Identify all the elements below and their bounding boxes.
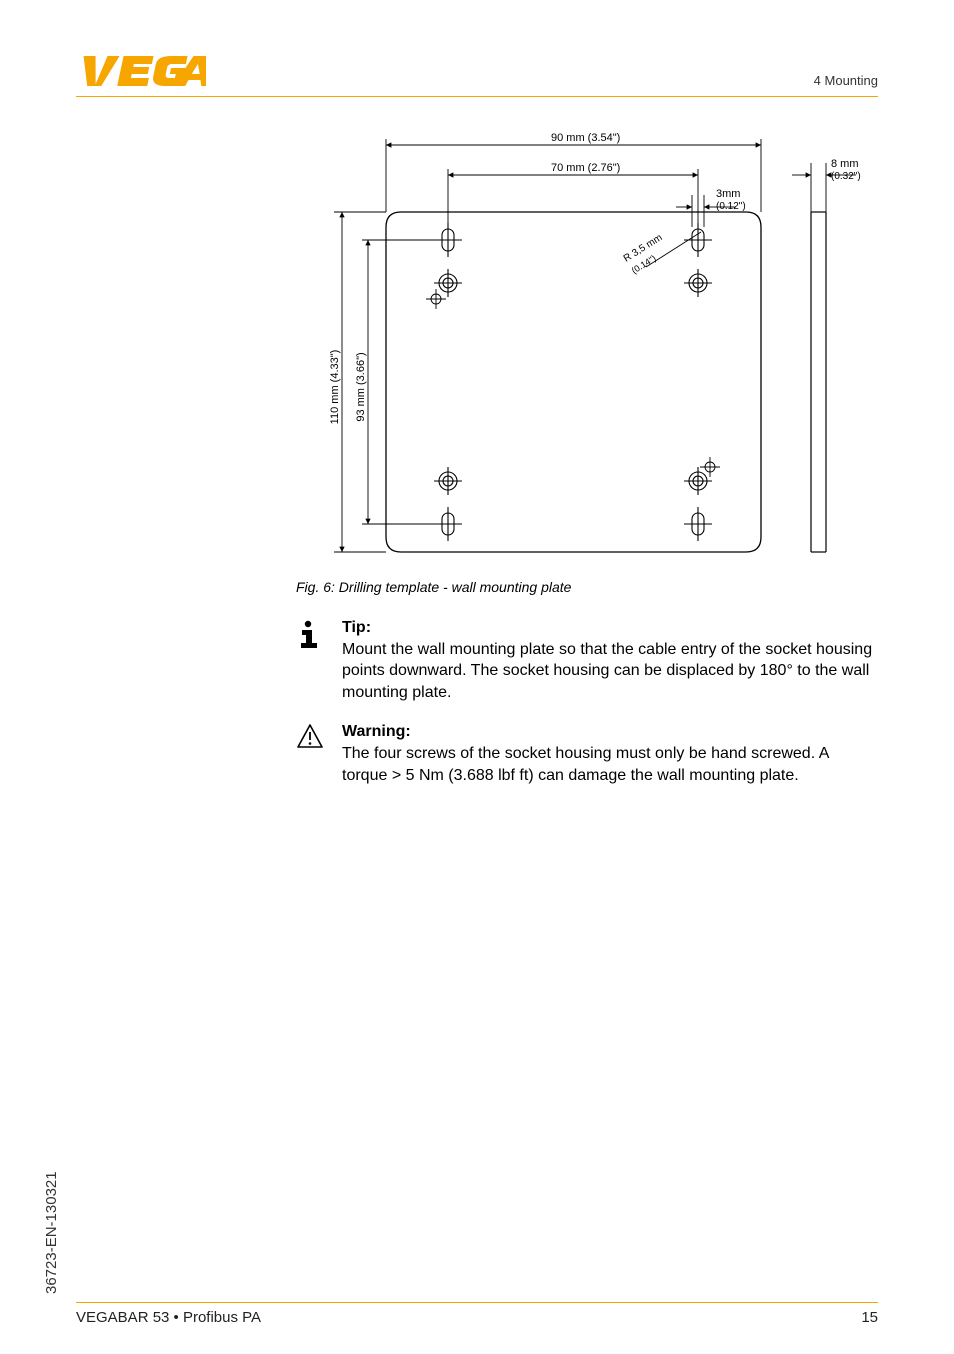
page-footer: VEGABAR 53 • Profibus PA 15 xyxy=(76,1302,878,1326)
info-icon xyxy=(296,617,324,703)
content-area: 90 mm (3.54") 70 mm (2.76") 3mm (0.12") xyxy=(76,97,878,786)
doc-code-vertical: 36723-EN-130321 xyxy=(43,1171,60,1294)
dim-3mm: 3mm xyxy=(716,188,740,200)
drilling-template-figure: 90 mm (3.54") 70 mm (2.76") 3mm (0.12") xyxy=(296,127,864,567)
figure-caption: Fig. 6: Drilling template - wall mountin… xyxy=(296,579,878,595)
dim-8mm-in: (0.32") xyxy=(831,171,861,182)
dim-70mm: 70 mm (2.76") xyxy=(551,162,620,174)
warning-title: Warning: xyxy=(342,723,411,740)
warning-note: Warning: The four screws of the socket h… xyxy=(296,721,878,786)
tip-text: Mount the wall mounting plate so that th… xyxy=(342,641,872,701)
tip-note: Tip: Mount the wall mounting plate so th… xyxy=(296,617,878,703)
tip-body: Tip: Mount the wall mounting plate so th… xyxy=(342,617,878,703)
warning-text: The four screws of the socket housing mu… xyxy=(342,745,828,784)
footer-product: VEGABAR 53 • Profibus PA xyxy=(76,1309,261,1326)
warning-icon xyxy=(296,721,324,786)
footer-page-number: 15 xyxy=(861,1309,878,1326)
warning-body: Warning: The four screws of the socket h… xyxy=(342,721,878,786)
page: 4 Mounting xyxy=(0,0,954,1354)
dim-3mm-in: (0.12") xyxy=(716,201,746,212)
dim-8mm: 8 mm xyxy=(831,158,859,170)
vega-logo xyxy=(76,54,206,88)
dim-93mm: 93 mm (3.66") xyxy=(355,352,367,421)
footer-row: VEGABAR 53 • Profibus PA 15 xyxy=(76,1309,878,1326)
section-label: 4 Mounting xyxy=(814,73,878,88)
dim-90mm: 90 mm (3.54") xyxy=(551,132,620,144)
tip-title: Tip: xyxy=(342,619,371,636)
dim-110mm: 110 mm (4.33") xyxy=(329,350,341,425)
footer-divider xyxy=(76,1302,878,1303)
page-header: 4 Mounting xyxy=(76,54,878,94)
